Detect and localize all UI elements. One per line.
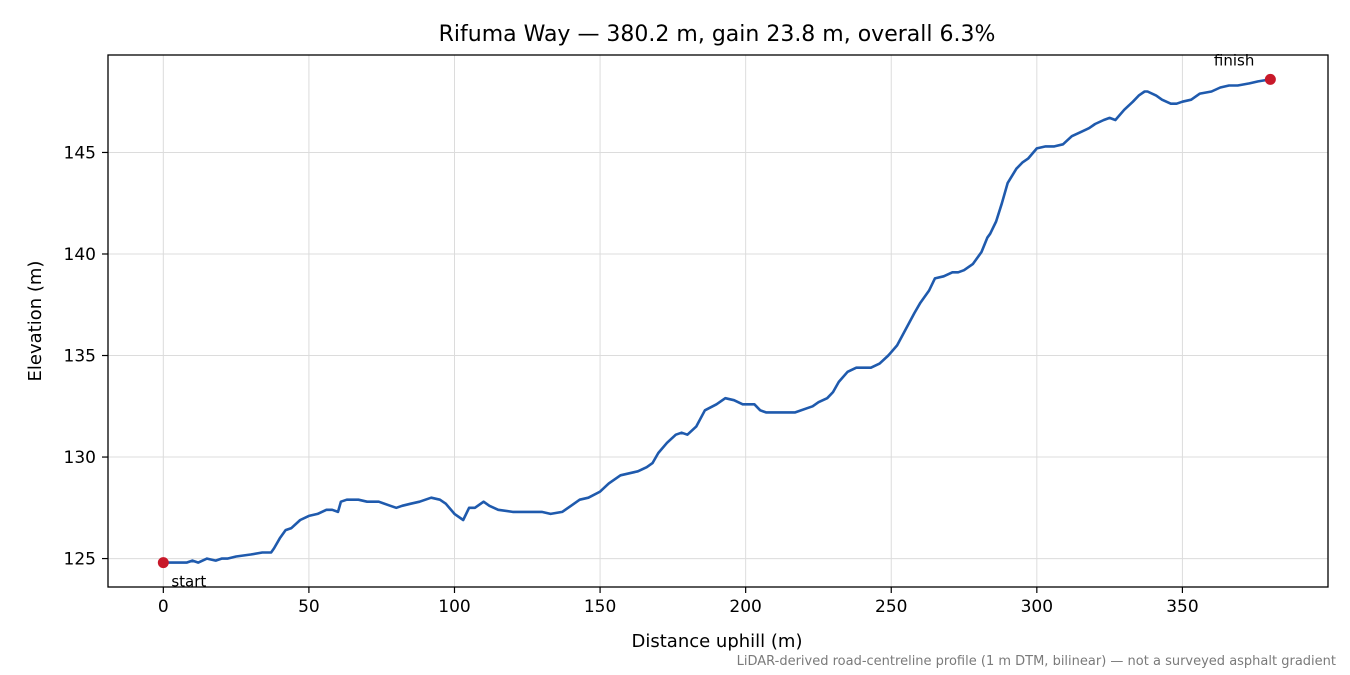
series-layer [162,78,1272,564]
y-tick-label: 125 [64,550,96,570]
y-tick-label: 145 [64,143,96,163]
x-tick-label: 350 [1166,597,1198,617]
y-axis-label: Elevation (m) [25,261,46,382]
start-label: start [171,573,206,591]
x-tick-label: 300 [1021,597,1053,617]
x-axis-ticks: 0 50 100 150 200 250 300 350 [158,587,1199,617]
x-tick-label: 0 [158,597,169,617]
y-tick-label: 130 [64,448,96,468]
x-tick-label: 200 [729,597,761,617]
finish-label: finish [1214,51,1254,69]
y-tick-label: 140 [64,245,96,265]
start-marker [157,557,169,569]
y-tick-label: 135 [64,347,96,367]
x-tick-label: 100 [438,597,470,617]
plot-frame [107,54,1329,588]
elevation-line [162,78,1272,564]
grid [108,55,1328,587]
finish-marker [1264,73,1276,85]
x-tick-label: 250 [875,597,907,617]
markers-layer: start finish [157,51,1276,591]
footnote: LiDAR-derived road-centreline profile (1… [737,654,1336,669]
y-axis-ticks: 125 130 135 140 145 [64,143,108,570]
x-tick-label: 50 [298,597,320,617]
x-axis-label: Distance uphill (m) [632,631,803,652]
chart-title: Rifuma Way — 380.2 m, gain 23.8 m, overa… [439,22,996,47]
x-tick-label: 150 [584,597,616,617]
